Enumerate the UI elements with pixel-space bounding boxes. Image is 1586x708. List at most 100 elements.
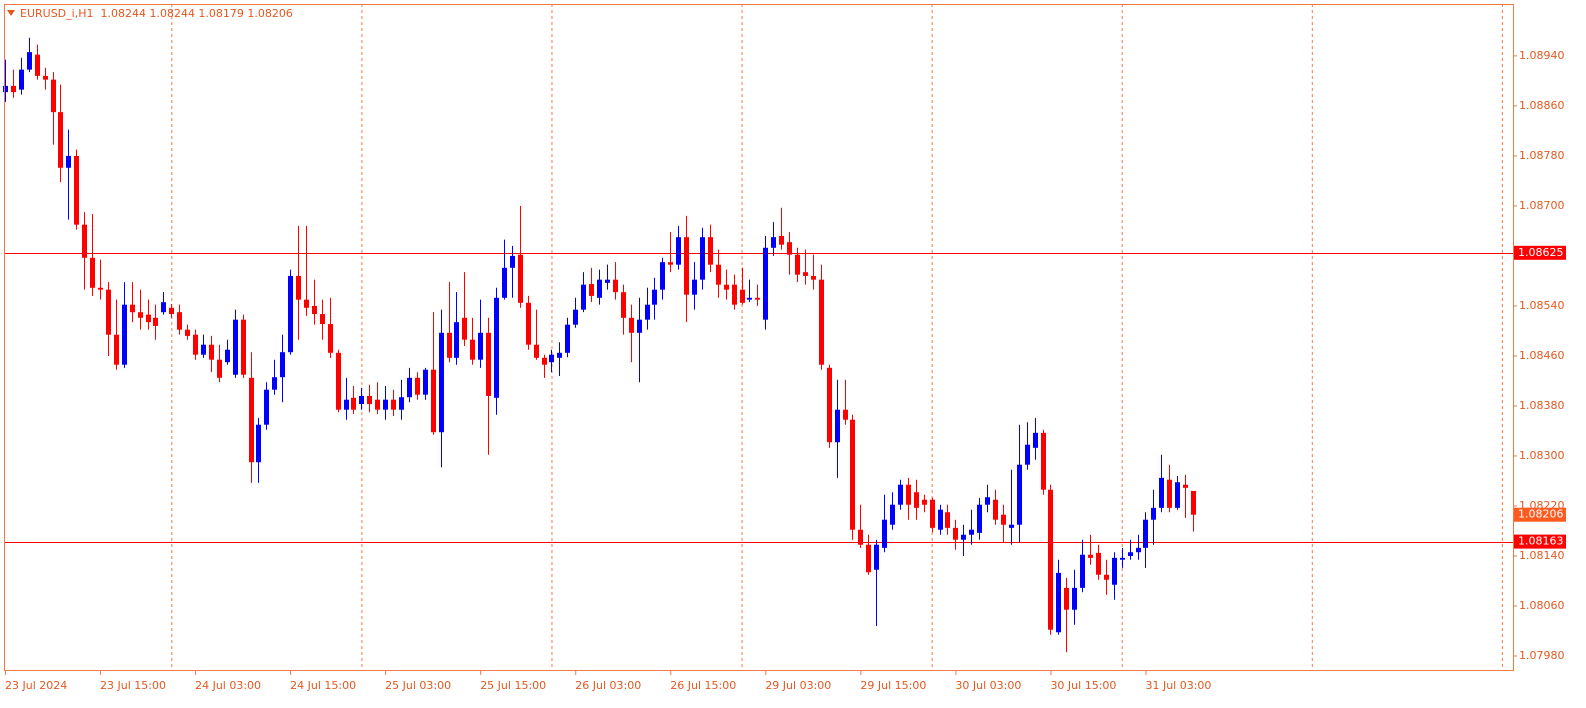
candle-body	[241, 319, 246, 375]
candle-body	[114, 334, 119, 365]
level-tag-label: 1.08625	[1518, 246, 1564, 259]
y-tick-label: 1.08860	[1519, 99, 1565, 112]
candle-body	[122, 304, 127, 365]
candle-body	[1120, 557, 1125, 560]
x-tick-label: 31 Jul 03:00	[1145, 679, 1211, 692]
y-tick-label: 1.07980	[1519, 649, 1565, 662]
candle-body	[668, 262, 673, 265]
y-tick-label: 1.08460	[1519, 349, 1565, 362]
candle-body	[454, 322, 459, 358]
candle-body	[882, 519, 887, 548]
candle-body	[1096, 552, 1101, 575]
candle-body	[391, 399, 396, 410]
candle-body	[169, 307, 174, 315]
candle-body	[1167, 479, 1172, 508]
candle-body	[193, 334, 198, 355]
candle-body	[621, 292, 626, 318]
candle-body	[217, 359, 222, 378]
x-tick-label: 25 Jul 03:00	[385, 679, 451, 692]
x-tick-label: 29 Jul 15:00	[860, 679, 926, 692]
y-tick-label: 1.08060	[1519, 599, 1565, 612]
candle-body	[850, 419, 855, 530]
candle-body	[1159, 477, 1164, 508]
candle-body	[1080, 554, 1085, 588]
candle-body	[35, 54, 40, 76]
candle-body	[280, 352, 285, 378]
candle-body	[1143, 519, 1148, 548]
y-tick-label: 1.08700	[1519, 199, 1565, 212]
x-tick-label: 23 Jul 2024	[5, 679, 67, 692]
candle-body	[1017, 464, 1022, 525]
candle-body	[557, 352, 562, 358]
candle-body	[447, 332, 452, 358]
candle-body	[146, 314, 151, 323]
x-tick-label: 29 Jul 03:00	[765, 679, 831, 692]
candle-body	[708, 237, 713, 265]
plot-layer	[3, 37, 1196, 653]
candle-body	[1175, 482, 1180, 508]
candle-body	[407, 377, 412, 398]
candle-body	[19, 69, 24, 90]
candle-body	[906, 484, 911, 505]
candle-body	[328, 324, 333, 353]
candle-body	[43, 75, 48, 80]
candle-body	[969, 529, 974, 535]
candle-body	[922, 499, 927, 505]
collapse-arrow[interactable]	[7, 10, 15, 16]
candle-body	[866, 544, 871, 573]
candle-body	[1025, 444, 1030, 465]
candle-body	[11, 85, 16, 93]
candle-body	[320, 314, 325, 325]
candle-body	[27, 52, 32, 70]
candle-body	[724, 284, 729, 290]
candle-body	[716, 264, 721, 285]
candle-body	[106, 289, 111, 335]
price-tag	[1514, 507, 1566, 522]
candle-body	[787, 242, 792, 255]
candle-body	[684, 237, 689, 295]
candle-body	[439, 332, 444, 433]
y-tick-label: 1.08140	[1519, 549, 1565, 562]
candle-body	[74, 155, 79, 225]
candle-body	[874, 544, 879, 570]
candle-body	[629, 317, 634, 333]
candle-body	[740, 289, 745, 303]
level-tag-label: 1.08163	[1518, 535, 1564, 548]
candle-body	[510, 255, 515, 268]
candle-body	[478, 332, 483, 360]
candle-body	[779, 235, 784, 245]
level-tag	[1514, 245, 1566, 260]
candle-body	[153, 317, 158, 326]
candle-body	[581, 284, 586, 310]
candle-body	[1009, 524, 1014, 528]
candle-body	[201, 344, 206, 355]
candle-body	[494, 297, 499, 398]
candle-body	[1128, 552, 1133, 556]
candle-body	[423, 369, 428, 395]
candle-body	[1064, 587, 1069, 610]
candle-body	[209, 344, 214, 360]
candle-body	[1001, 514, 1006, 525]
candle-body	[1041, 432, 1046, 490]
candle-body	[803, 272, 808, 276]
candle-body	[351, 397, 356, 410]
y-tick-label: 1.08940	[1519, 49, 1565, 62]
candle-body	[1151, 507, 1156, 520]
candle-body	[383, 399, 388, 410]
candle-body	[304, 299, 309, 308]
candle-body	[51, 79, 56, 113]
candle-body	[288, 275, 293, 353]
candle-body	[462, 317, 467, 340]
x-tick-label: 23 Jul 15:00	[100, 679, 166, 692]
level-tag	[1514, 534, 1566, 549]
candle-body	[573, 309, 578, 325]
candle-body	[3, 85, 8, 93]
candle-body	[375, 399, 380, 410]
candle-body	[565, 324, 570, 353]
candle-body	[597, 279, 602, 298]
candle-body	[890, 504, 895, 525]
candle-body	[652, 289, 657, 305]
candle-body	[1056, 572, 1061, 633]
